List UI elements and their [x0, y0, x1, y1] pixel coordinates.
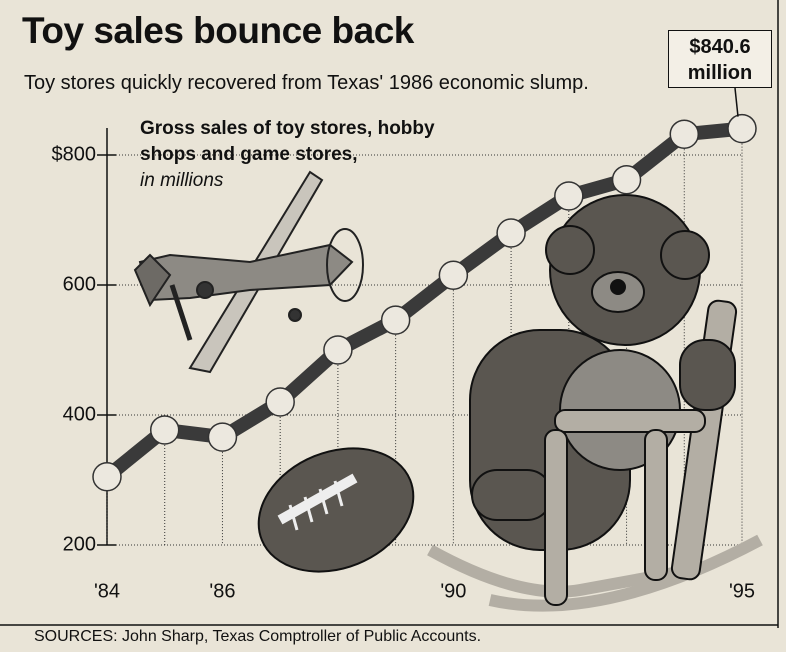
chart-subtitle: Toy stores quickly recovered from Texas'… — [24, 72, 589, 94]
chart-title: Toy sales bounce back — [22, 10, 414, 51]
teddy-bear-illustration — [427, 194, 763, 612]
x-tick-label: '90 — [440, 580, 466, 602]
x-tick-label: '84 — [94, 580, 120, 602]
x-tick-label: '86 — [209, 580, 235, 602]
data-point — [669, 119, 700, 149]
source-note: SOURCES: John Sharp, Texas Comptroller o… — [34, 628, 482, 645]
airplane-illustration — [133, 170, 364, 374]
data-point — [438, 260, 469, 290]
y-units: in millions — [140, 170, 224, 191]
y-tick-label: 200 — [63, 533, 96, 555]
y-label-text: Gross sales of toy stores, hobby shops a… — [140, 118, 435, 165]
value-label: $840.6 million — [668, 30, 772, 88]
data-point — [323, 335, 353, 365]
y-tick-label: 600 — [63, 273, 96, 295]
x-tick-label: '95 — [729, 580, 755, 602]
y-axis-label: Gross sales of toy stores, hobby shops a… — [140, 116, 480, 194]
data-point — [149, 415, 180, 445]
football-illustration — [257, 447, 415, 573]
y-tick-label: 400 — [63, 403, 96, 425]
data-point — [496, 218, 526, 248]
data-point — [380, 305, 411, 335]
data-point — [727, 113, 757, 144]
callout-line — [734, 87, 739, 117]
data-point — [265, 387, 295, 417]
data-point — [92, 462, 122, 492]
y-tick-label: $800 — [52, 143, 97, 165]
series — [92, 87, 757, 492]
data-point — [611, 164, 642, 195]
data-point — [554, 181, 584, 211]
data-point — [207, 422, 238, 452]
